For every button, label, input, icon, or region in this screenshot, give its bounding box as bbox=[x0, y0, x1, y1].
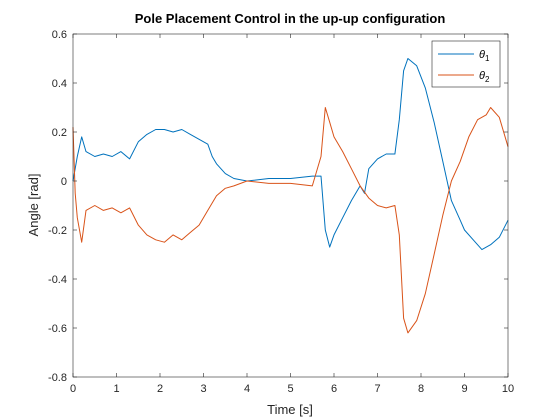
x-tick-label: 5 bbox=[287, 383, 293, 395]
legend-label-2: θ2 bbox=[479, 70, 490, 84]
x-tick-label: 0 bbox=[70, 383, 76, 395]
y-tick-label: -0.8 bbox=[48, 372, 67, 384]
legend-label-symbol: θ bbox=[479, 49, 485, 61]
legend-label-subscript: 2 bbox=[485, 75, 490, 84]
x-tick-label: 3 bbox=[200, 383, 206, 395]
x-tick-label: 9 bbox=[461, 383, 467, 395]
x-tick-label: 2 bbox=[157, 383, 163, 395]
y-tick-label: -0.4 bbox=[48, 274, 67, 286]
x-tick-label: 7 bbox=[374, 383, 380, 395]
legend-label-symbol: θ bbox=[479, 70, 485, 82]
y-tick-label: 0.2 bbox=[52, 127, 67, 139]
y-tick-label: -0.6 bbox=[48, 323, 67, 335]
y-tick-label: 0.6 bbox=[52, 29, 67, 41]
chart-title: Pole Placement Control in the up-up conf… bbox=[135, 11, 446, 26]
y-tick-label: 0 bbox=[61, 176, 67, 188]
x-tick-label: 6 bbox=[331, 383, 337, 395]
y-tick-label: 0.4 bbox=[52, 78, 67, 90]
series-line-1 bbox=[72, 58, 509, 251]
x-axis-label: Time [s] bbox=[267, 402, 313, 417]
x-tick-label: 10 bbox=[502, 383, 514, 395]
legend-box bbox=[431, 40, 501, 88]
x-tick-label: 1 bbox=[113, 383, 119, 395]
y-axis-label: Angle [rad] bbox=[26, 174, 41, 237]
x-tick-label: 8 bbox=[418, 383, 424, 395]
y-tick-label: -0.2 bbox=[48, 225, 67, 237]
x-tick-label: 4 bbox=[244, 383, 250, 395]
legend-label-subscript: 1 bbox=[485, 54, 490, 63]
series-layer bbox=[72, 58, 509, 334]
axes-background bbox=[73, 34, 508, 377]
y-axis-ticks: -0.8 -0.6 -0.4 -0.2 0 0.2 0.4 0.6 bbox=[48, 29, 508, 384]
series-line-2 bbox=[72, 107, 509, 334]
legend-label-1: θ1 bbox=[479, 49, 490, 63]
x-axis-ticks: 0 1 2 3 4 5 6 7 8 9 10 bbox=[70, 34, 514, 395]
plot-area bbox=[72, 33, 509, 378]
